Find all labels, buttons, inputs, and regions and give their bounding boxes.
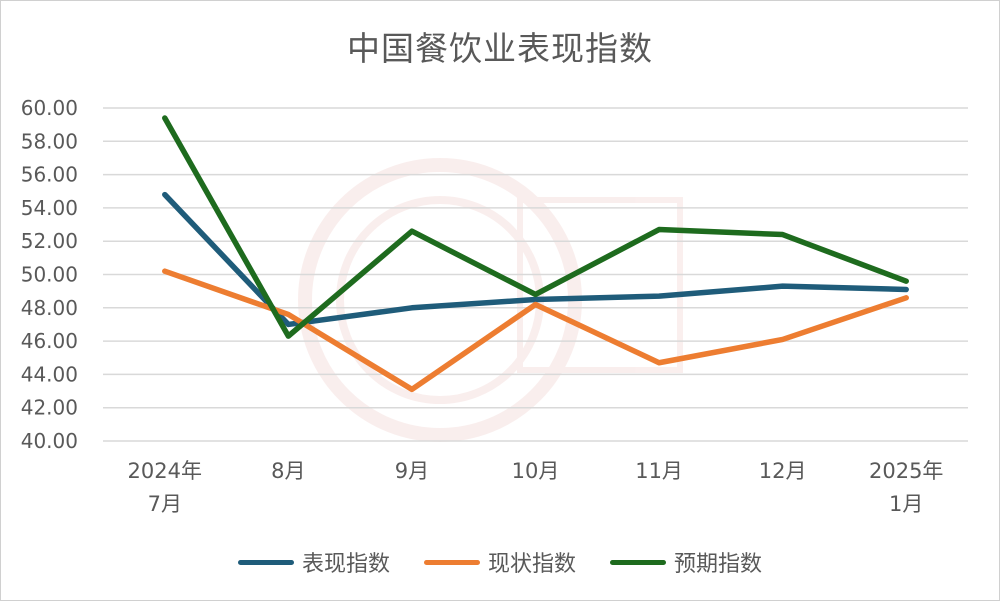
- legend-swatch: [237, 559, 294, 565]
- legend-swatch: [610, 559, 666, 565]
- y-tick-label: 42.00: [21, 396, 78, 420]
- y-tick-label: 54.00: [21, 196, 78, 220]
- y-tick-label: 56.00: [21, 163, 78, 187]
- data-point: [782, 234, 784, 236]
- data-point: [287, 323, 289, 325]
- legend-label: 现状指数: [487, 552, 576, 577]
- data-point: [658, 362, 660, 364]
- legend-item: 预期指数: [610, 546, 762, 578]
- x-tick-label: 8月: [271, 459, 305, 483]
- x-tick-label: 2024年 7月: [128, 459, 202, 516]
- x-tick-label: 2025年 1月: [869, 459, 943, 516]
- y-tick-label: 44.00: [21, 362, 78, 386]
- x-tick-label: 10月: [512, 459, 560, 483]
- data-point: [535, 303, 536, 305]
- y-tick-label: 48.00: [21, 296, 78, 320]
- data-point: [905, 288, 907, 290]
- x-tick-label: 11月: [635, 459, 683, 483]
- legend-swatch: [423, 559, 480, 565]
- data-point: [164, 194, 166, 196]
- data-point: [411, 230, 413, 232]
- data-point: [535, 298, 536, 300]
- data-point: [287, 313, 289, 315]
- data-point: [164, 270, 166, 272]
- data-point: [905, 297, 907, 299]
- legend-label: 表现指数: [301, 552, 390, 577]
- data-point: [658, 229, 660, 231]
- y-tick-label: 46.00: [21, 329, 78, 353]
- data-point: [411, 388, 413, 390]
- legend: 表现指数 现状指数 预期指数: [0, 546, 1000, 578]
- data-point: [535, 293, 536, 295]
- y-tick-label: 60.00: [21, 96, 78, 120]
- data-point: [287, 335, 289, 337]
- y-tick-label: 50.00: [21, 263, 78, 287]
- legend-item: 表现指数: [237, 546, 390, 578]
- data-point: [782, 338, 784, 340]
- y-tick-label: 52.00: [21, 229, 78, 253]
- x-tick-label: 12月: [759, 459, 807, 483]
- legend-item: 现状指数: [423, 546, 576, 578]
- data-point: [782, 285, 784, 287]
- y-tick-label: 40.00: [21, 429, 78, 453]
- chart-title: 中国餐饮业表现指数: [347, 29, 653, 68]
- data-point: [905, 280, 907, 282]
- y-tick-label: 58.00: [21, 129, 78, 153]
- legend-label: 预期指数: [674, 552, 763, 577]
- data-point: [658, 295, 660, 297]
- data-point: [164, 117, 166, 119]
- x-tick-label: 9月: [395, 459, 429, 483]
- data-point: [411, 307, 413, 309]
